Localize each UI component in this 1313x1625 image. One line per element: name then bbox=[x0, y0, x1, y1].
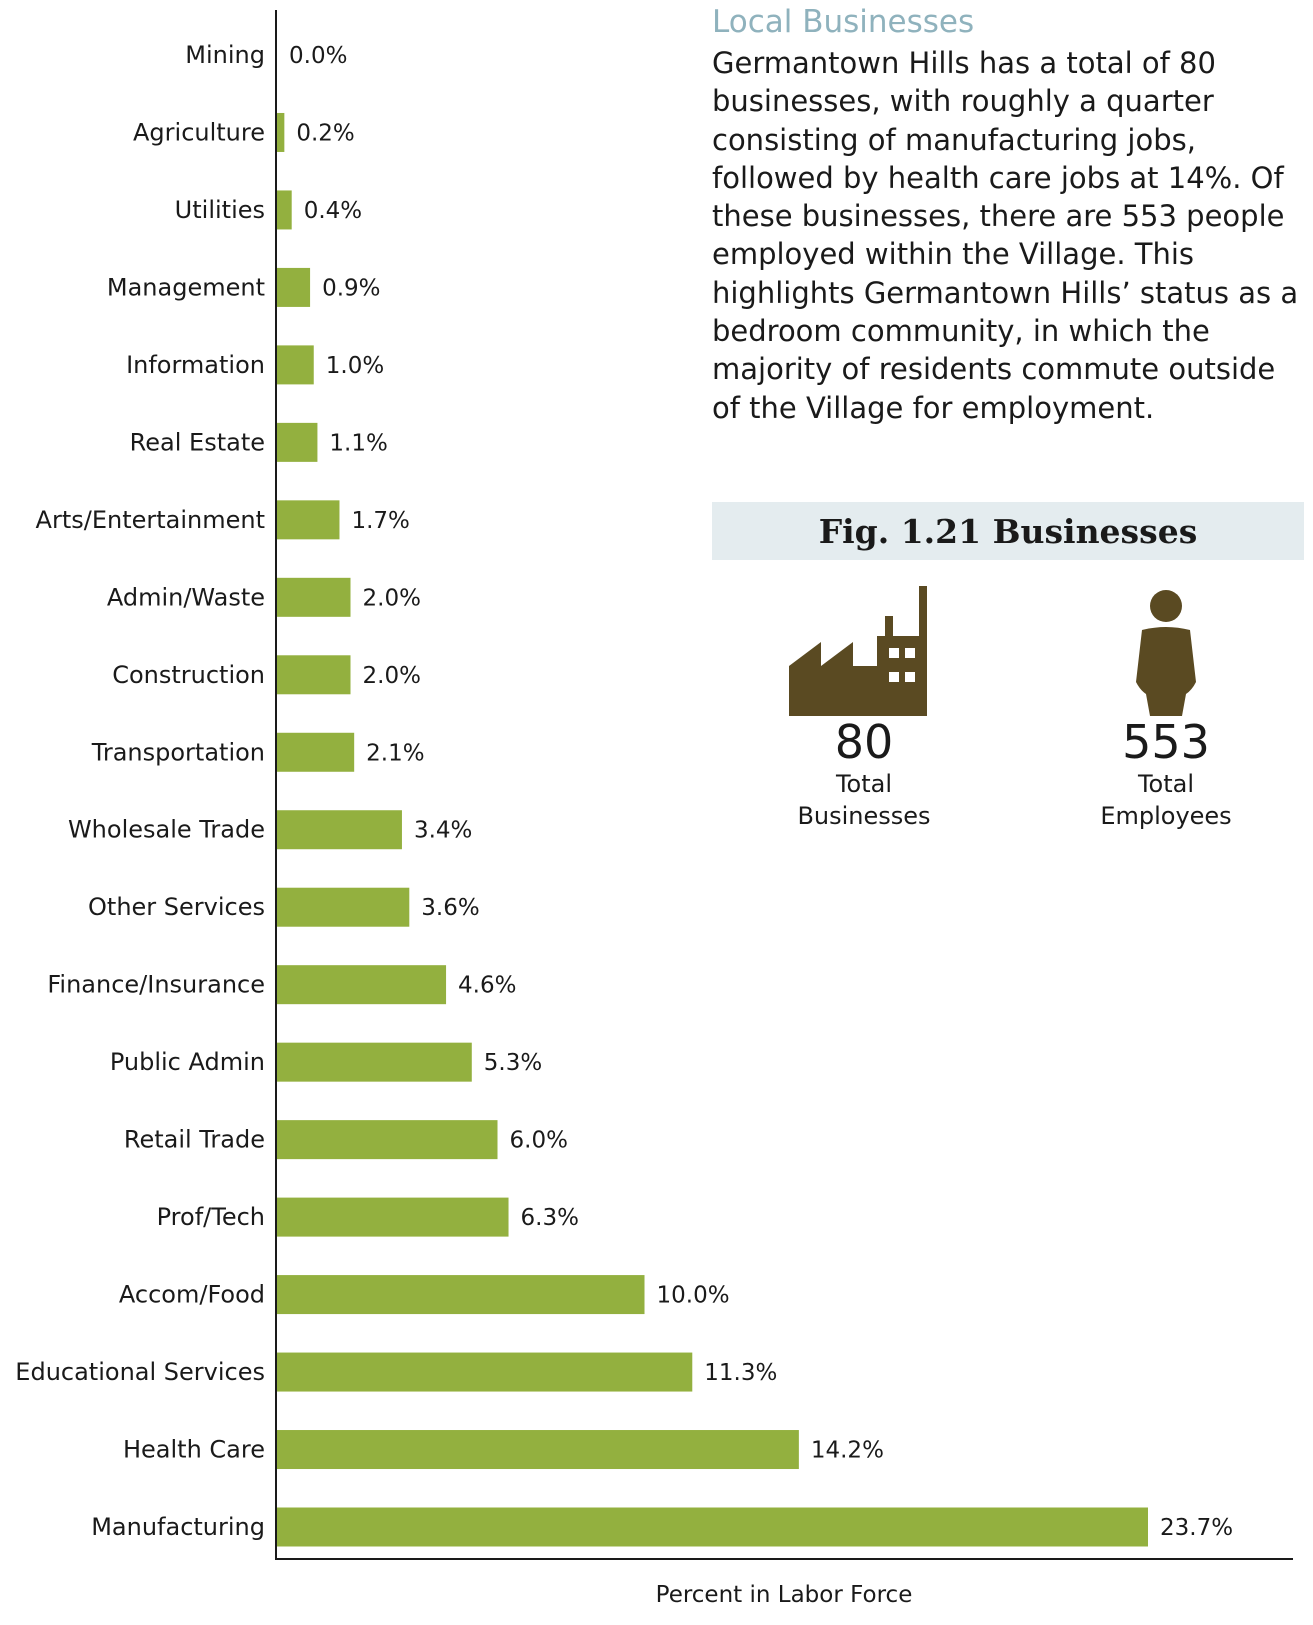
bar bbox=[277, 1352, 693, 1392]
bar bbox=[277, 732, 355, 772]
bar bbox=[277, 577, 351, 617]
category-label: Wholesale Trade bbox=[68, 816, 265, 844]
value-label: 10.0% bbox=[657, 1283, 730, 1309]
value-label: 6.0% bbox=[510, 1128, 568, 1154]
figure-title-box: Fig. 1.21 Businesses bbox=[712, 502, 1304, 560]
value-label: 2.1% bbox=[366, 740, 424, 766]
section-body-text: Germantown Hills has a total of 80 busin… bbox=[712, 46, 1299, 425]
value-label: 0.4% bbox=[304, 198, 362, 224]
category-label: Educational Services bbox=[15, 1358, 265, 1386]
value-label: 2.0% bbox=[363, 663, 421, 689]
bar-group: Mining 0.0% Agriculture 0.2% Utilities 0.4% Ma… bbox=[15, 41, 1233, 1547]
value-label: 1.1% bbox=[329, 430, 387, 456]
category-label: Prof/Tech bbox=[157, 1203, 265, 1231]
bar bbox=[277, 1042, 472, 1082]
category-label: Retail Trade bbox=[124, 1126, 265, 1154]
bar bbox=[277, 965, 447, 1005]
bar bbox=[277, 1197, 509, 1237]
bar bbox=[277, 1430, 799, 1470]
value-label: 3.4% bbox=[414, 818, 472, 844]
bar bbox=[277, 810, 402, 850]
value-label: 11.3% bbox=[704, 1360, 777, 1386]
category-label: Accom/Food bbox=[119, 1281, 265, 1309]
stat-total-businesses: 80 Total Businesses bbox=[744, 586, 984, 832]
x-axis-title: Percent in Labor Force bbox=[656, 1582, 913, 1608]
value-label: 2.0% bbox=[363, 585, 421, 611]
bar bbox=[277, 1507, 1148, 1547]
value-label: 14.2% bbox=[811, 1438, 884, 1464]
category-label: Health Care bbox=[123, 1436, 265, 1464]
value-label: 1.7% bbox=[351, 508, 409, 534]
bar bbox=[277, 500, 340, 540]
value-label: 4.6% bbox=[458, 973, 516, 999]
stat-label: Total Businesses bbox=[797, 770, 931, 830]
value-label: 0.2% bbox=[296, 120, 354, 146]
bar bbox=[277, 1120, 498, 1160]
category-label: Mining bbox=[185, 41, 265, 69]
category-label: Construction bbox=[112, 661, 265, 689]
category-label: Arts/Entertainment bbox=[36, 506, 265, 534]
stat-number: 553 bbox=[1122, 715, 1210, 769]
stat-total-employees: 553 Total Employees bbox=[1046, 586, 1286, 832]
value-label: 23.7% bbox=[1160, 1515, 1233, 1541]
bar bbox=[277, 422, 318, 462]
person-icon bbox=[1136, 590, 1196, 716]
bar bbox=[277, 655, 351, 695]
bar bbox=[277, 112, 285, 152]
figure-title: Fig. 1.21 Businesses bbox=[818, 511, 1198, 551]
category-label: Utilities bbox=[175, 196, 265, 224]
category-label: Agriculture bbox=[133, 118, 265, 146]
category-label: Information bbox=[126, 351, 265, 379]
bar bbox=[277, 887, 410, 927]
category-label: Real Estate bbox=[130, 428, 265, 456]
stat-label: Total Employees bbox=[1100, 770, 1232, 830]
factory-icon bbox=[789, 586, 927, 716]
category-label: Management bbox=[107, 273, 265, 301]
category-label: Public Admin bbox=[110, 1048, 265, 1076]
value-label: 0.9% bbox=[322, 275, 380, 301]
category-label: Other Services bbox=[88, 893, 265, 921]
category-label: Admin/Waste bbox=[107, 583, 265, 611]
value-label: 0.0% bbox=[289, 43, 347, 69]
bar bbox=[277, 345, 314, 385]
category-label: Manufacturing bbox=[91, 1513, 265, 1541]
category-label: Finance/Insurance bbox=[47, 971, 265, 999]
bar bbox=[277, 1275, 645, 1315]
category-label: Transportation bbox=[91, 738, 265, 766]
value-label: 5.3% bbox=[484, 1050, 542, 1076]
value-label: 3.6% bbox=[421, 895, 479, 921]
stat-number: 80 bbox=[834, 715, 894, 769]
bar bbox=[277, 267, 311, 307]
bar bbox=[277, 190, 292, 230]
value-label: 1.0% bbox=[326, 353, 384, 379]
value-label: 6.3% bbox=[521, 1205, 579, 1231]
section-heading: Local Businesses bbox=[712, 4, 975, 40]
